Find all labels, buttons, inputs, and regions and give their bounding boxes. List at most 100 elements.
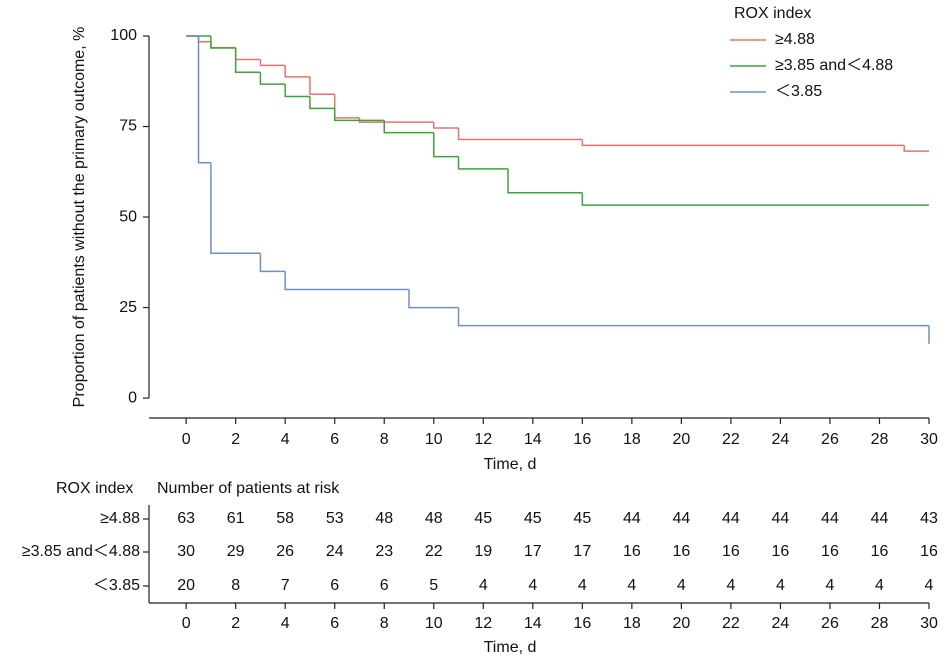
risk-count: 4 <box>925 577 934 594</box>
risk-count: 61 <box>227 510 245 527</box>
km-step <box>210 41 236 49</box>
table-tick-label: 28 <box>871 615 889 632</box>
risk-count: 26 <box>276 543 294 560</box>
km-step <box>433 132 459 158</box>
x-tick-label: 30 <box>920 431 938 448</box>
risk-count: 45 <box>524 510 542 527</box>
risk-count: 4 <box>677 577 686 594</box>
risk-count: 4 <box>578 577 587 594</box>
x-tick-label: 0 <box>182 431 191 448</box>
table-tick-label: 16 <box>573 615 591 632</box>
x-tick-label: 8 <box>380 431 389 448</box>
risk-count: 16 <box>821 543 839 560</box>
km-step <box>457 156 509 170</box>
x-tick-label: 20 <box>672 431 690 448</box>
table-tick-label: 2 <box>231 615 240 632</box>
x-tick-label: 28 <box>871 431 889 448</box>
risk-count: 45 <box>474 510 492 527</box>
x-tick-label: 18 <box>623 431 641 448</box>
risk-count: 30 <box>177 543 195 560</box>
km-step <box>433 122 459 129</box>
y-tick-label: 0 <box>128 389 137 406</box>
risk-count: 17 <box>524 543 542 560</box>
km-step <box>581 139 905 147</box>
legend-label: ＜3.85 <box>775 83 822 100</box>
risk-count: 16 <box>871 543 889 560</box>
risk-count: 44 <box>623 510 641 527</box>
table-tick-label: 14 <box>524 615 542 632</box>
table-row-label: ≥4.88 <box>100 510 140 527</box>
km-step <box>408 289 459 309</box>
y-axis-label: Proportion of patients without the prima… <box>71 27 88 408</box>
table-x-label: Time, d <box>484 639 537 656</box>
table-tick-label: 10 <box>425 615 443 632</box>
legend-label: ≥4.88 <box>775 31 815 48</box>
x-tick-label: 24 <box>772 431 790 448</box>
risk-count: 23 <box>375 543 393 560</box>
km-step <box>581 192 929 206</box>
risk-count: 17 <box>573 543 591 560</box>
risk-count: 44 <box>722 510 740 527</box>
table-tick-label: 22 <box>722 615 740 632</box>
table-title: ROX index <box>56 480 133 497</box>
risk-count: 43 <box>920 510 938 527</box>
table-tick-label: 6 <box>330 615 339 632</box>
risk-count: 19 <box>474 543 492 560</box>
km-step <box>197 36 211 43</box>
km-step <box>210 162 261 255</box>
risk-count: 4 <box>726 577 735 594</box>
legend-title: ROX index <box>734 5 811 22</box>
risk-count: 16 <box>672 543 690 560</box>
km-step <box>457 127 583 141</box>
table-subtitle: Number of patients at risk <box>157 480 340 497</box>
risk-count: 53 <box>326 510 344 527</box>
risk-count: 8 <box>231 577 240 594</box>
km-step <box>210 36 236 49</box>
y-tick-label: 25 <box>119 299 137 316</box>
risk-count: 16 <box>772 543 790 560</box>
km-step <box>284 84 310 98</box>
table-row-label: ＜3.85 <box>93 577 140 594</box>
risk-count: 4 <box>825 577 834 594</box>
risk-count: 48 <box>425 510 443 527</box>
km-step <box>259 59 286 67</box>
risk-count: 44 <box>772 510 790 527</box>
risk-count: 44 <box>871 510 889 527</box>
risk-count: 22 <box>425 543 443 560</box>
x-tick-label: 2 <box>231 431 240 448</box>
km-step <box>903 145 929 152</box>
table-tick-label: 26 <box>821 615 839 632</box>
risk-count: 7 <box>281 577 290 594</box>
table-tick-label: 30 <box>920 615 938 632</box>
x-axis-label: Time, d <box>484 456 537 473</box>
km-step <box>457 307 929 327</box>
risk-count: 44 <box>672 510 690 527</box>
km-step <box>383 120 434 134</box>
km-step <box>358 117 434 123</box>
table-tick-label: 0 <box>182 615 191 632</box>
x-tick-label: 4 <box>281 431 290 448</box>
km-step <box>309 76 335 96</box>
km-step <box>259 253 286 273</box>
risk-count: 6 <box>380 577 389 594</box>
risk-count: 58 <box>276 510 294 527</box>
table-tick-label: 24 <box>772 615 790 632</box>
table-tick-label: 12 <box>474 615 492 632</box>
km-step <box>284 65 310 78</box>
risk-count: 16 <box>722 543 740 560</box>
risk-count: 6 <box>330 577 339 594</box>
km-step <box>507 168 583 194</box>
risk-count: 29 <box>227 543 245 560</box>
x-tick-label: 10 <box>425 431 443 448</box>
x-tick-label: 26 <box>821 431 839 448</box>
y-tick-label: 50 <box>119 208 137 225</box>
risk-count: 4 <box>627 577 636 594</box>
km-step <box>259 72 286 85</box>
table-tick-label: 18 <box>623 615 641 632</box>
km-step <box>234 47 261 61</box>
risk-count: 4 <box>528 577 537 594</box>
legend-label: ≥3.85 and＜4.88 <box>775 57 893 74</box>
km-step <box>333 94 360 119</box>
table-row-label: ≥3.85 and＜4.88 <box>22 543 140 560</box>
